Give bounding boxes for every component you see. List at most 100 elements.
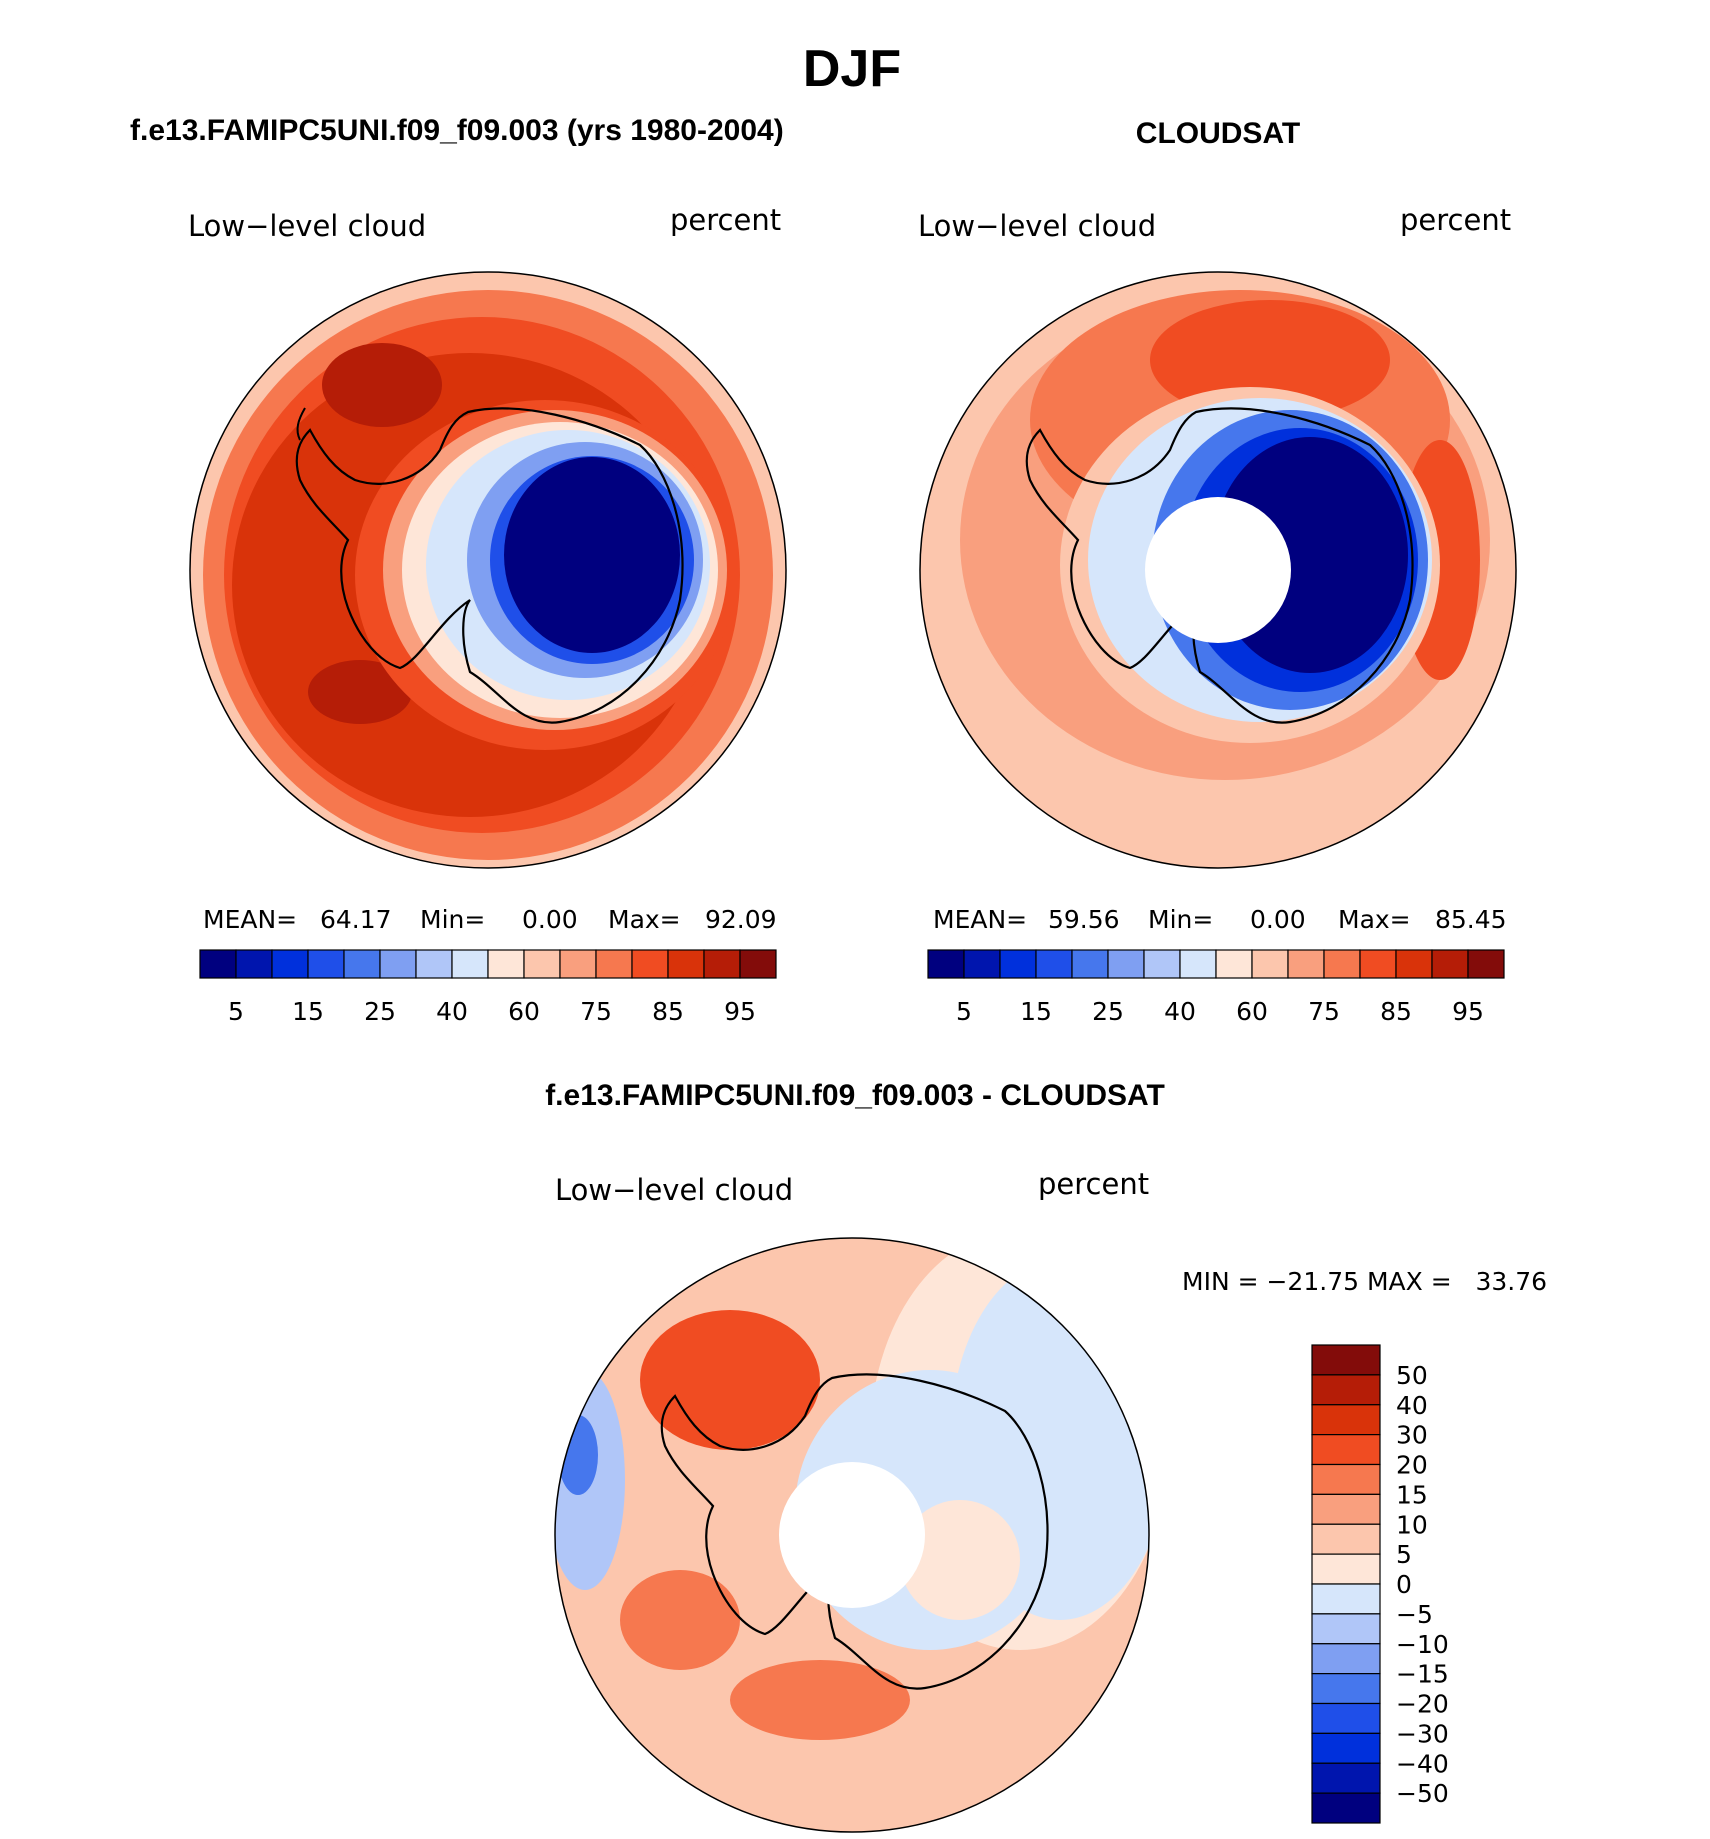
- colorbar-tick-label: −50: [1396, 1779, 1449, 1808]
- colorbar-swatch: [1395, 949, 1433, 979]
- map-c-polar-hole: [779, 1462, 925, 1608]
- map-c-west-blue-2: [558, 1415, 598, 1495]
- colorbar-swatch: [1071, 949, 1109, 979]
- panel-obs: CLOUDSAT Low−level cloud percent MEAN= 5…: [918, 117, 1517, 1026]
- panel-model-colorbar: [199, 949, 777, 979]
- panel-model-left-label: Low−level cloud: [188, 209, 426, 243]
- colorbar-swatch: [631, 949, 669, 979]
- colorbar-tick-label: 95: [1452, 997, 1484, 1026]
- colorbar-swatch: [667, 949, 705, 979]
- colorbar-swatch: [1311, 1762, 1381, 1794]
- colorbar-swatch: [1311, 1463, 1381, 1495]
- colorbar-tick-label: −5: [1396, 1600, 1433, 1629]
- map-a-peninsula: [296, 407, 306, 441]
- colorbar-swatch: [963, 949, 1001, 979]
- colorbar-tick-label: 95: [724, 997, 756, 1026]
- panel-obs-map: [920, 272, 1516, 868]
- colorbar-swatch: [559, 949, 597, 979]
- colorbar-swatch: [1215, 949, 1253, 979]
- colorbar-swatch: [739, 949, 777, 979]
- stat-b-mean-label: MEAN=: [933, 905, 1027, 934]
- colorbar-swatch: [235, 949, 273, 979]
- panel-model-colorbar-ticks: 5 15 25 40 60 75 85 95: [228, 997, 756, 1026]
- map-a-patch-lower: [308, 660, 412, 724]
- colorbar-swatch: [1311, 1583, 1381, 1615]
- colorbar-swatch: [379, 949, 417, 979]
- panel-diff-right-label: percent: [1038, 1167, 1149, 1201]
- colorbar-tick-label: 50: [1396, 1361, 1428, 1390]
- colorbar-tick-label: 5: [228, 997, 244, 1026]
- colorbar-tick-label: 5: [1396, 1540, 1412, 1569]
- panel-diff-minmax: MIN = −21.75 MAX = 33.76: [1182, 1267, 1547, 1296]
- panel-diff-map: [555, 1238, 1149, 1832]
- colorbar-tick-label: −30: [1396, 1719, 1449, 1748]
- panel-obs-left-label: Low−level cloud: [918, 209, 1156, 243]
- colorbar-tick-label: 5: [956, 997, 972, 1026]
- colorbar-swatch: [1311, 1553, 1381, 1585]
- colorbar-tick-label: 25: [1092, 997, 1124, 1026]
- colorbar-tick-label: 85: [1380, 997, 1412, 1026]
- colorbar-swatch: [1311, 1792, 1381, 1824]
- colorbar-swatch: [1311, 1344, 1381, 1376]
- panel-model-map: [190, 272, 786, 868]
- colorbar-tick-label: 60: [508, 997, 540, 1026]
- stat-a-min-value: 0.00: [522, 905, 578, 934]
- colorbar-swatch: [307, 949, 345, 979]
- panel-obs-right-label: percent: [1400, 203, 1511, 237]
- colorbar-swatch: [1179, 949, 1217, 979]
- stat-a-max-label: Max=: [608, 905, 681, 934]
- colorbar-tick-label: 85: [652, 997, 684, 1026]
- colorbar-swatch: [1311, 1374, 1381, 1406]
- colorbar-swatch: [1143, 949, 1181, 979]
- map-c-coastline: [660, 1373, 1049, 1690]
- map-b-band-3: [1150, 300, 1390, 420]
- colorbar-tick-label: 15: [1396, 1480, 1428, 1509]
- colorbar-tick-label: 60: [1236, 997, 1268, 1026]
- colorbar-swatch: [1287, 949, 1325, 979]
- colorbar-tick-label: 40: [436, 997, 468, 1026]
- colorbar-tick-label: 15: [292, 997, 324, 1026]
- panel-diff-colorbar: [1311, 1344, 1381, 1824]
- colorbar-swatch: [1311, 1613, 1381, 1645]
- main-title: DJF: [803, 40, 901, 98]
- colorbar-tick-label: 40: [1396, 1391, 1428, 1420]
- map-c-red-south: [730, 1660, 910, 1740]
- colorbar-swatch: [415, 949, 453, 979]
- colorbar-swatch: [451, 949, 489, 979]
- stat-b-mean-value: 59.56: [1048, 905, 1120, 934]
- colorbar-tick-label: 10: [1396, 1510, 1428, 1539]
- panel-model-title: f.e13.FAMIPC5UNI.f09_f09.003 (yrs 1980-2…: [130, 114, 784, 147]
- panel-obs-colorbar-ticks: 5 15 25 40 60 75 85 95: [956, 997, 1484, 1026]
- panel-diff: f.e13.FAMIPC5UNI.f09_f09.003 - CLOUDSAT …: [545, 1079, 1547, 1833]
- colorbar-tick-label: 0: [1396, 1570, 1412, 1599]
- colorbar-swatch: [343, 949, 381, 979]
- colorbar-tick-label: 25: [364, 997, 396, 1026]
- stat-a-mean-label: MEAN=: [203, 905, 297, 934]
- colorbar-swatch: [1311, 1434, 1381, 1466]
- colorbar-tick-label: 20: [1396, 1451, 1428, 1480]
- map-a-coastline: [295, 407, 684, 724]
- colorbar-swatch: [1311, 1643, 1381, 1675]
- colorbar-tick-label: 75: [1308, 997, 1340, 1026]
- stat-b-max-label: Max=: [1338, 905, 1411, 934]
- stat-b-min-label: Min=: [1148, 905, 1213, 934]
- colorbar-swatch: [271, 949, 309, 979]
- colorbar-swatch: [487, 949, 525, 979]
- panel-obs-colorbar: [927, 949, 1505, 979]
- colorbar-swatch: [595, 949, 633, 979]
- map-a-patch-upper: [322, 343, 442, 427]
- stat-b-min-value: 0.00: [1250, 905, 1306, 934]
- colorbar-swatch: [1467, 949, 1505, 979]
- map-a-core: [504, 457, 680, 653]
- stat-a-mean-value: 64.17: [320, 905, 392, 934]
- colorbar-swatch: [999, 949, 1037, 979]
- stat-a-min-label: Min=: [420, 905, 485, 934]
- colorbar-swatch: [1359, 949, 1397, 979]
- map-c-red-west: [620, 1570, 740, 1670]
- panel-model-map-border: [189, 271, 787, 869]
- map-c-red-north: [640, 1310, 820, 1450]
- panel-diff-map-border: [554, 1237, 1150, 1833]
- panel-model: f.e13.FAMIPC5UNI.f09_f09.003 (yrs 1980-2…: [130, 114, 787, 1026]
